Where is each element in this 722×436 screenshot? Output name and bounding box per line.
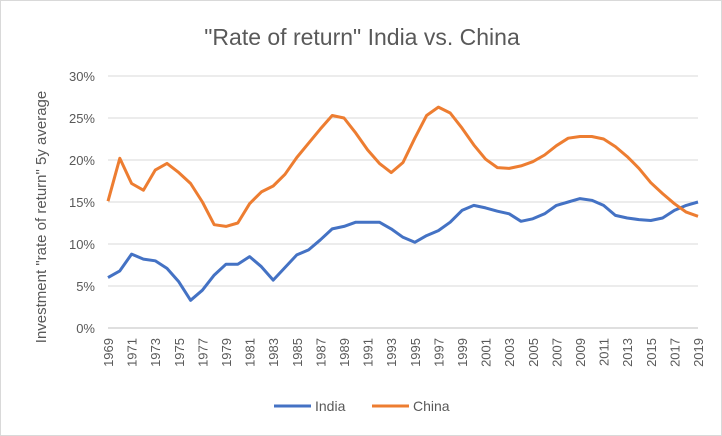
y-axis-ticks: 0% 5% 10% 15% 20% 25% 30% (69, 69, 95, 336)
series-lines (106, 105, 699, 302)
x-tick-label: 2015 (644, 338, 659, 367)
x-tick-label: 1977 (195, 338, 210, 367)
legend-label-china: China (413, 398, 450, 414)
x-tick-label: 2013 (620, 338, 635, 367)
x-tick-label: 1991 (361, 338, 376, 367)
x-tick-label: 1993 (384, 338, 399, 367)
y-tick-label: 0% (76, 321, 95, 336)
x-tick-label: 2001 (479, 338, 494, 367)
x-tick-label: 1995 (408, 338, 423, 367)
x-axis-ticks: 1969 1971 1973 1975 1977 1979 1981 1983 1985 1987… (101, 338, 706, 367)
chart-title: "Rate of return" India vs. China (204, 24, 520, 50)
x-tick-label: 2007 (549, 338, 564, 367)
x-tick-label: 1999 (455, 338, 470, 367)
x-tick-label: 1989 (337, 338, 352, 367)
x-tick-label: 1997 (431, 338, 446, 367)
y-tick-label: 30% (69, 69, 95, 84)
y-tick-label: 15% (69, 195, 95, 210)
x-tick-label: 1975 (172, 338, 187, 367)
gridlines (108, 75, 698, 287)
y-tick-label: 5% (76, 279, 95, 294)
x-tick-label: 1973 (148, 338, 163, 367)
x-tick-label: 2019 (691, 338, 706, 367)
x-tick-label: 1987 (313, 338, 328, 367)
x-tick-label: 1979 (219, 338, 234, 367)
y-tick-label: 20% (69, 153, 95, 168)
y-tick-label: 10% (69, 237, 95, 252)
x-tick-label: 2005 (526, 338, 541, 367)
x-tick-label: 1983 (266, 338, 281, 367)
x-tick-label: 1971 (125, 338, 140, 367)
x-tick-label: 1981 (243, 338, 258, 367)
legend-label-india: India (315, 398, 346, 414)
x-tick-label: 1969 (101, 338, 116, 367)
x-tick-label: 1985 (290, 338, 305, 367)
series-line-india (107, 197, 699, 302)
legend: India China (274, 398, 450, 414)
series-line-china (106, 105, 699, 228)
legend-item-china: China (372, 398, 450, 414)
x-tick-label: 2017 (667, 338, 682, 367)
y-axis-label: Investment "rate of return" 5y average (33, 91, 50, 343)
legend-item-india: India (274, 398, 346, 414)
x-tick-label: 2003 (502, 338, 517, 367)
x-tick-label: 2011 (597, 338, 612, 366)
x-tick-label: 2009 (573, 338, 588, 367)
y-tick-label: 25% (69, 111, 95, 126)
